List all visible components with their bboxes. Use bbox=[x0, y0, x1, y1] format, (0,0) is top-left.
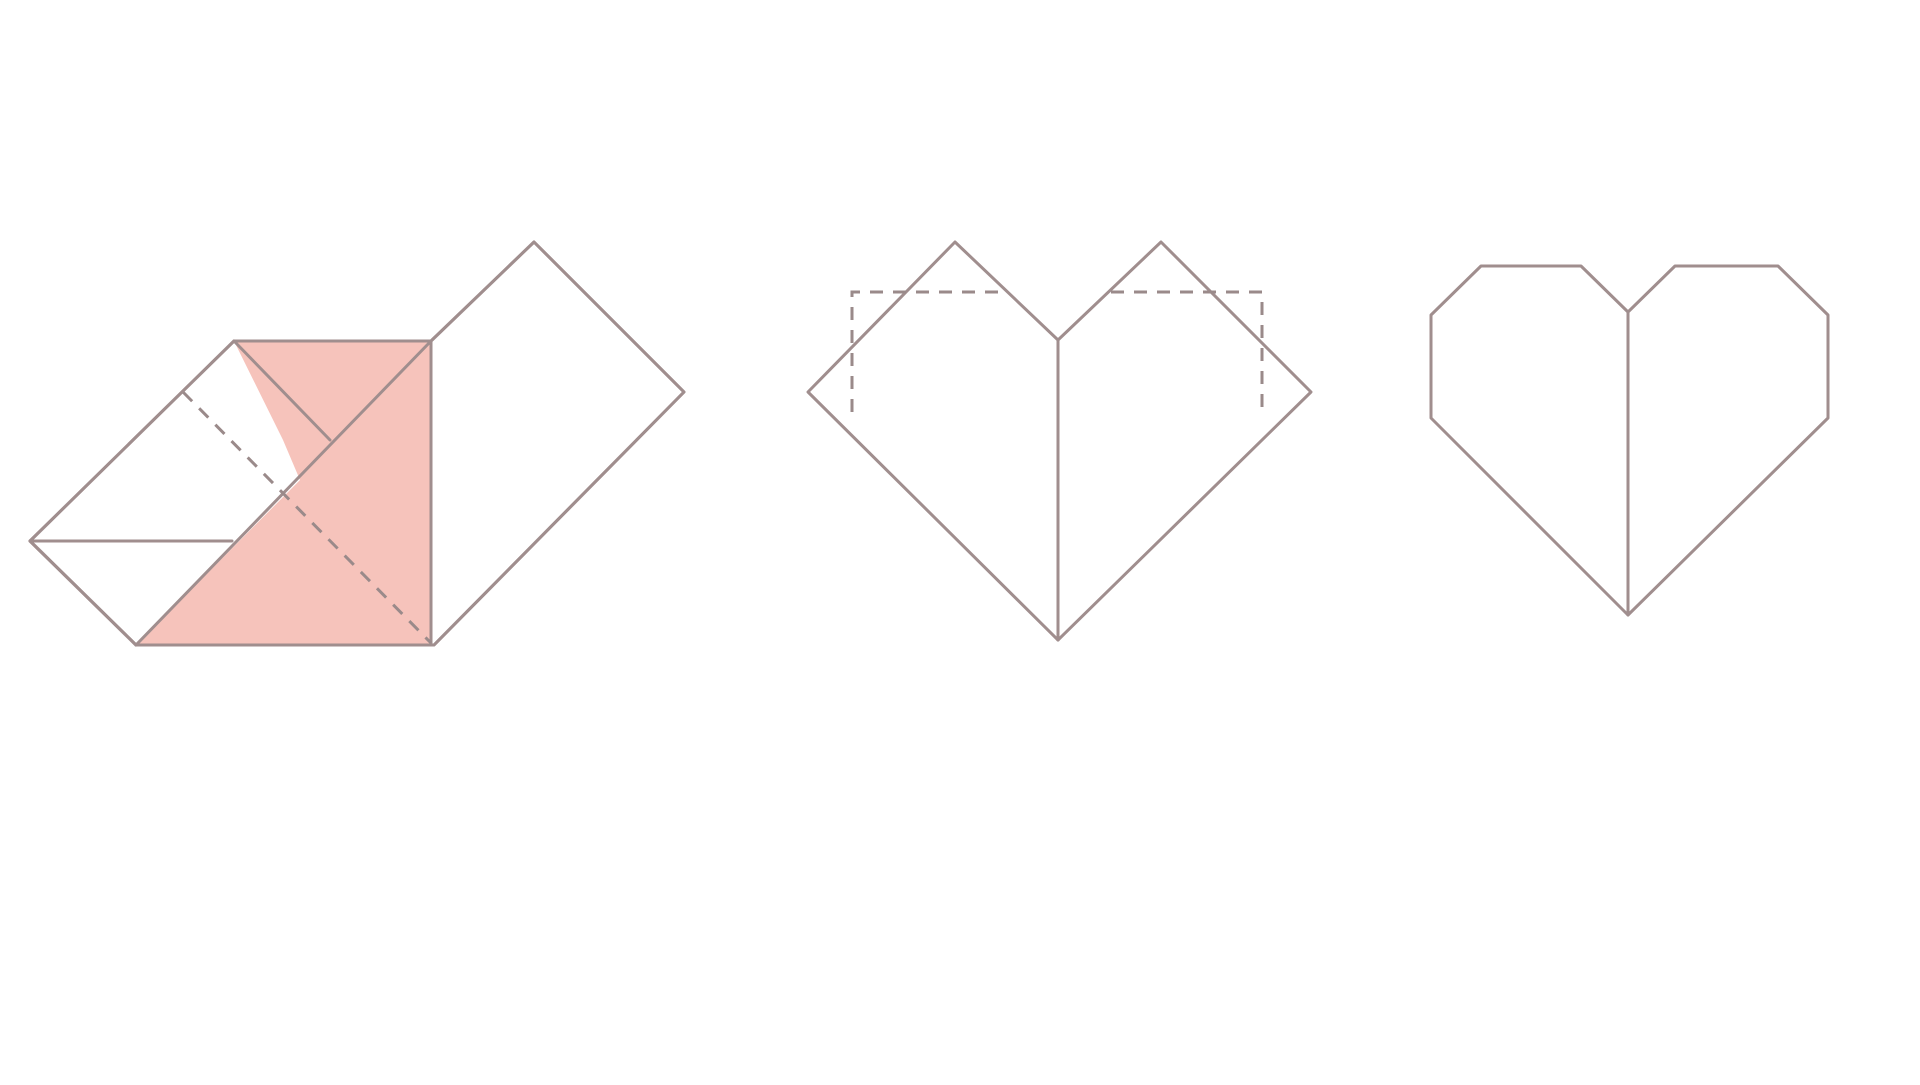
step-2-left-half bbox=[806, 240, 1060, 642]
step-2-right-half bbox=[1056, 240, 1313, 642]
step-2-figure bbox=[806, 240, 1313, 642]
step-1-figure bbox=[28, 240, 686, 647]
step-2-right-crease bbox=[1111, 290, 1264, 412]
step-1-crease bbox=[181, 390, 433, 645]
step-1-inner-edge bbox=[232, 339, 332, 442]
step-2-left-crease bbox=[850, 290, 1005, 412]
step-3-figure bbox=[1429, 264, 1830, 617]
step-3-heart bbox=[1429, 264, 1830, 617]
step-1-outline bbox=[28, 240, 686, 647]
